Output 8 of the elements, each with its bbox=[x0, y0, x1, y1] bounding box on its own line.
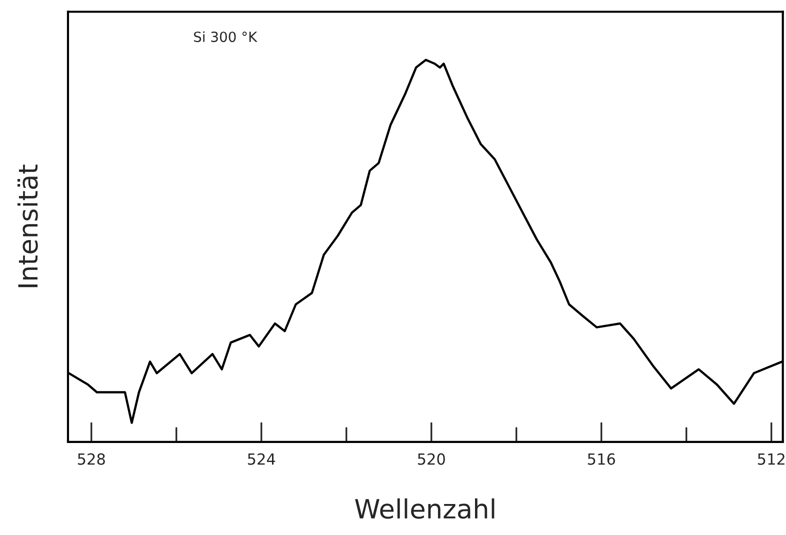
x-tick-label: 512 bbox=[758, 453, 784, 465]
x-tick-label: 520 bbox=[418, 453, 445, 465]
x-tick-label: 516 bbox=[588, 453, 615, 465]
text: Si 300 °K bbox=[194, 31, 258, 42]
y-axis-title: Intensität bbox=[17, 164, 38, 288]
x-tick-label: 524 bbox=[248, 453, 276, 465]
x-axis-title: Wellenzahl bbox=[355, 498, 494, 519]
x-tick-label: 528 bbox=[78, 453, 105, 465]
